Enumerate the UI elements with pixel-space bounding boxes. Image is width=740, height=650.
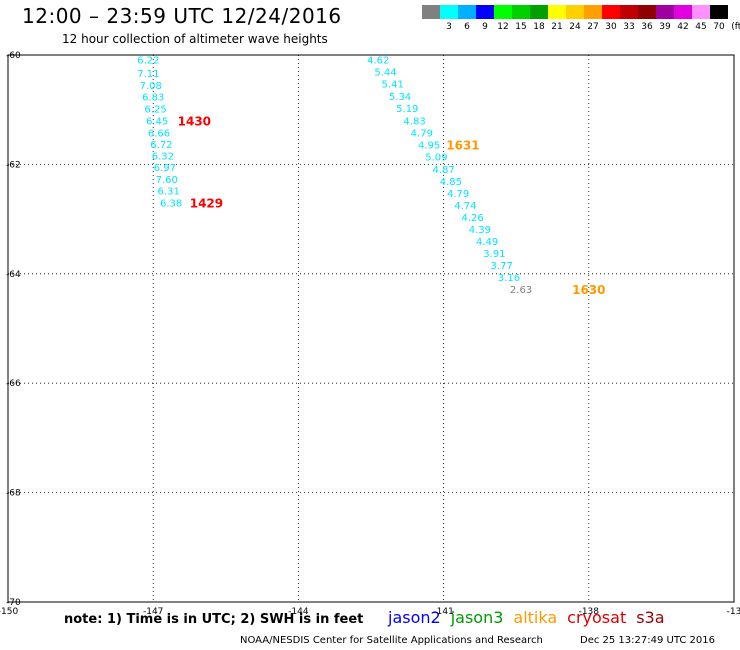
color-swatch-label: 21 (551, 22, 563, 32)
color-swatch-label: 36 (641, 22, 653, 32)
color-swatch-label: 42 (677, 22, 689, 32)
satellite-legend-item: cryosat (567, 608, 627, 627)
wave-height-reading: 6.38 (160, 199, 182, 210)
wave-height-reading: 4.85 (440, 177, 462, 188)
wave-height-reading: 4.79 (411, 129, 433, 140)
wave-height-reading: 4.87 (432, 165, 454, 176)
wave-height-reading: 7.08 (140, 81, 162, 92)
wave-height-reading: 6.32 (152, 152, 174, 163)
color-swatch-label: 24 (569, 22, 581, 32)
color-swatch (440, 5, 458, 19)
color-swatch (548, 5, 566, 19)
wave-height-reading: 5.09 (425, 153, 447, 164)
color-swatch (620, 5, 638, 19)
color-swatch (512, 5, 530, 19)
wave-height-reading: 6.45 (146, 117, 168, 128)
wave-height-reading: 5.34 (389, 92, 411, 103)
footer-note: note: 1) Time is in UTC; 2) SWH is in fe… (64, 612, 364, 627)
color-swatch-label: 27 (587, 22, 599, 32)
color-swatch-label: 39 (659, 22, 671, 32)
longitude-tick-label: -141 (433, 607, 453, 617)
color-swatch (638, 5, 656, 19)
wave-height-reading: 5.19 (396, 104, 418, 115)
color-swatch (476, 5, 494, 19)
color-swatch-label: 15 (515, 22, 527, 32)
wave-height-reading: 6.66 (148, 129, 170, 140)
wave-height-reading: 4.74 (454, 201, 476, 212)
pass-number-label: 1631 (446, 139, 479, 153)
latitude-tick-label: -60 (6, 51, 21, 61)
latitude-tick-label: -66 (6, 379, 21, 389)
wave-height-reading: 4.26 (462, 213, 484, 224)
satellite-legend-item: jason2 (388, 608, 441, 627)
satellite-legend-item: altika (513, 608, 558, 627)
wave-height-reading: 3.77 (491, 261, 513, 272)
color-swatch (692, 5, 710, 19)
wave-height-reading: 6.83 (142, 93, 164, 104)
wave-height-reading: 4.79 (447, 189, 469, 200)
color-swatch (584, 5, 602, 19)
wave-height-reading: 6.22 (137, 55, 159, 66)
color-swatch (656, 5, 674, 19)
latitude-tick-label: -62 (6, 160, 21, 170)
wave-height-reading: 4.62 (367, 55, 389, 66)
color-swatch (602, 5, 620, 19)
color-swatch-label: 3 (446, 22, 452, 32)
page-title: 12:00 – 23:59 UTC 12/24/2016 (22, 4, 342, 28)
longitude-tick-label: -144 (288, 607, 309, 617)
color-unit-label: (ft) (731, 22, 740, 32)
wave-height-reading: 4.83 (403, 117, 425, 128)
generated-timestamp: Dec 25 13:27:49 UTC 2016 (580, 635, 715, 646)
color-swatch-label: 9 (482, 22, 488, 32)
color-swatch-label: 12 (497, 22, 509, 32)
wave-height-reading: 6.31 (158, 187, 180, 198)
color-swatch-label: 70 (713, 22, 725, 32)
map-frame (7, 54, 735, 603)
pass-number-label: 1429 (190, 197, 223, 211)
wave-height-reading: 7.60 (156, 175, 178, 186)
satellite-legend-item: jason3 (450, 608, 504, 627)
color-swatch-label: 33 (623, 22, 635, 32)
satellite-legend: jason2 jason3 altika cryosat s3a (388, 608, 675, 627)
color-swatch (566, 5, 584, 19)
wave-height-reading: 5.41 (382, 79, 404, 90)
wave-height-reading: 4.95 (418, 141, 440, 152)
wave-height-reading: 5.44 (374, 67, 396, 78)
color-swatch (494, 5, 512, 19)
color-swatch-label: 18 (533, 22, 545, 32)
color-swatch (710, 5, 728, 19)
longitude-tick-label: -150 (0, 607, 18, 617)
color-swatch-label: 45 (695, 22, 707, 32)
satellite-legend-item: s3a (636, 608, 665, 627)
latitude-tick-label: -70 (6, 598, 21, 608)
wave-height-reading: 3.16 (498, 273, 520, 284)
color-swatch (530, 5, 548, 19)
credit-line: NOAA/NESDIS Center for Satellite Applica… (240, 635, 543, 646)
wave-height-reading: 3.91 (483, 249, 505, 260)
latitude-tick-label: -68 (6, 489, 21, 499)
wave-height-reading: 7.11 (137, 69, 159, 80)
color-swatch (674, 5, 692, 19)
color-swatch-label: 30 (605, 22, 617, 32)
page-subtitle: 12 hour collection of altimeter wave hei… (62, 32, 328, 46)
wave-height-reading: 2.63 (510, 285, 532, 296)
longitude-tick-label: -13 (727, 607, 740, 617)
wave-height-reading: 6.97 (154, 163, 176, 174)
wave-height-reading: 6.25 (144, 105, 166, 116)
wave-height-reading: 4.39 (469, 225, 491, 236)
longitude-tick-label: -138 (579, 607, 600, 617)
pass-number-label: 1630 (572, 283, 605, 297)
color-swatch-label: 6 (464, 22, 470, 32)
color-swatch (422, 5, 440, 19)
color-swatch (458, 5, 476, 19)
longitude-tick-label: -147 (143, 607, 163, 617)
pass-number-label: 1430 (178, 115, 211, 129)
wave-height-reading: 6.72 (150, 140, 172, 151)
latitude-tick-label: -64 (6, 270, 21, 280)
wave-height-reading: 4.49 (476, 237, 498, 248)
